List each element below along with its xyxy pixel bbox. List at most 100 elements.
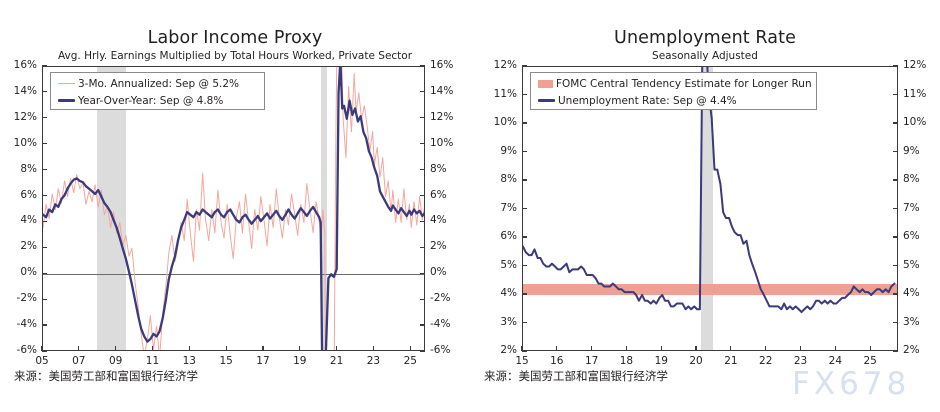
y-tick-lt-3 xyxy=(522,264,527,267)
y-tick-lt-5 xyxy=(522,207,527,210)
y-tick-lt-10 xyxy=(522,65,527,67)
series-line-3-mo-annualized xyxy=(43,67,424,350)
y-tick-rt-5 xyxy=(420,220,425,223)
y-tick-lt-4 xyxy=(522,236,527,238)
y-axis-label-left-8: 10% xyxy=(493,116,517,128)
y-tick-rt-3 xyxy=(420,272,425,274)
source-note-right: 来源：美国劳工部和富国银行经济学 xyxy=(484,369,668,383)
zero-baseline xyxy=(43,274,424,276)
legend-label-fomc: FOMC Central Tendency Estimate for Longe… xyxy=(556,77,812,90)
x-tick-1 xyxy=(78,346,80,351)
y-tick-rt-10 xyxy=(420,91,425,93)
legend-left: 3-Mo. Annualized: Sep @ 5.2% Year-Over-Y… xyxy=(50,72,265,110)
y-axis-label-right-4: 6% xyxy=(903,230,920,242)
y-axis-label-right-0: 2% xyxy=(903,344,920,356)
y-axis-label-left-3: 5% xyxy=(500,258,517,271)
y-axis-label-right-10: 14% xyxy=(430,84,454,97)
x-axis-label-9: 24 xyxy=(828,355,843,367)
fomc-central-tendency-band xyxy=(523,283,897,295)
y-axis-label-left-5: 7% xyxy=(500,201,517,214)
x-axis-label-7: 22 xyxy=(759,355,773,367)
x-axis-label-8: 23 xyxy=(793,355,808,367)
y-axis-label-right-3: 5% xyxy=(903,258,920,271)
y-axis-label-right-10: 12% xyxy=(903,59,927,71)
legend-swatch-unrate-icon xyxy=(538,99,555,102)
y-axis-label-right-6: 6% xyxy=(430,188,447,201)
y-axis-label-right-3: 0% xyxy=(430,266,447,279)
y-tick-rt-7 xyxy=(420,169,425,171)
y-axis-label-right-2: -2% xyxy=(430,292,451,305)
x-axis-label-4: 19 xyxy=(654,355,668,367)
y-tick-rt-3 xyxy=(893,264,898,267)
chart-subtitle-left: Avg. Hrly. Earnings Multiplied by Total … xyxy=(57,50,413,62)
y-axis-label-right-7: 8% xyxy=(430,162,447,175)
y-tick-lt-10 xyxy=(42,91,47,93)
x-tick-6 xyxy=(262,346,264,351)
x-axis-label-2: 09 xyxy=(108,355,123,367)
y-axis-label-left-8: 10% xyxy=(13,136,37,149)
y-axis-label-left-2: 4% xyxy=(500,287,517,299)
legend-swatch-yoy-icon xyxy=(58,99,75,102)
legend-item-3mo: 3-Mo. Annualized: Sep @ 5.2% xyxy=(51,75,264,92)
y-tick-rt-9 xyxy=(893,93,898,96)
y-axis-label-left-0: -6% xyxy=(16,344,37,356)
y-tick-lt-0 xyxy=(522,350,527,352)
legend-swatch-fomc-icon xyxy=(538,79,553,88)
y-axis-label-right-9: 12% xyxy=(430,110,454,123)
plot-clip-left xyxy=(43,67,424,350)
y-axis-label-right-5: 4% xyxy=(430,214,447,227)
y-axis-label-left-7: 9% xyxy=(500,144,517,157)
legend-swatch-3mo-icon xyxy=(58,82,75,85)
y-tick-rt-2 xyxy=(420,298,425,300)
x-axis-label-5: 15 xyxy=(219,355,233,367)
x-axis-label-9: 23 xyxy=(366,355,381,367)
y-axis-label-right-2: 4% xyxy=(903,287,920,299)
x-axis-label-10: 25 xyxy=(403,355,417,367)
y-tick-lt-11 xyxy=(42,65,47,67)
y-axis-label-left-6: 6% xyxy=(20,188,37,201)
panel-unemployment-rate: Unemployment Rate Seasonally Adjusted 2%… xyxy=(470,0,940,412)
y-axis-label-left-10: 12% xyxy=(493,59,517,71)
legend-item-yoy: Year-Over-Year: Sep @ 4.8% xyxy=(51,92,264,109)
plot-area-left xyxy=(42,66,425,351)
y-tick-rt-8 xyxy=(893,122,898,124)
x-axis-label-4: 13 xyxy=(182,355,196,367)
chart-subtitle-right: Seasonally Adjusted xyxy=(652,50,758,62)
x-tick-8 xyxy=(799,346,802,351)
series-line-year-over-year xyxy=(43,67,424,350)
y-tick-rt-11 xyxy=(420,65,425,67)
x-axis-label-3: 18 xyxy=(619,355,634,367)
y-tick-lt-7 xyxy=(42,169,47,171)
x-tick-9 xyxy=(372,346,375,351)
y-axis-label-left-1: -4% xyxy=(16,318,37,331)
y-axis-label-right-4: 2% xyxy=(430,240,447,253)
y-axis-label-right-7: 9% xyxy=(903,144,920,157)
x-axis-label-6: 21 xyxy=(724,355,738,367)
x-axis-label-2: 17 xyxy=(584,355,599,367)
x-tick-3 xyxy=(151,346,154,351)
y-axis-label-left-4: 2% xyxy=(20,240,37,253)
x-tick-7 xyxy=(765,346,767,351)
y-tick-lt-2 xyxy=(42,298,47,300)
y-tick-lt-9 xyxy=(42,117,47,119)
y-tick-rt-7 xyxy=(893,150,898,153)
y-axis-label-right-6: 8% xyxy=(903,173,920,185)
x-tick-0 xyxy=(41,346,43,351)
x-axis-label-10: 25 xyxy=(863,355,877,367)
y-tick-lt-1 xyxy=(42,324,47,326)
x-tick-9 xyxy=(834,346,836,351)
y-tick-lt-4 xyxy=(42,246,47,248)
y-tick-rt-5 xyxy=(893,207,898,210)
x-tick-3 xyxy=(625,346,628,351)
y-tick-lt-6 xyxy=(522,179,527,181)
y-tick-lt-9 xyxy=(522,93,527,96)
y-tick-rt-0 xyxy=(893,350,898,352)
x-axis-label-5: 20 xyxy=(689,355,703,367)
y-axis-label-left-7: 8% xyxy=(20,162,37,175)
y-tick-rt-8 xyxy=(420,143,425,145)
x-tick-2 xyxy=(591,346,593,351)
series-group-left xyxy=(43,67,424,350)
x-tick-2 xyxy=(115,346,117,351)
x-axis-label-0: 15 xyxy=(515,355,529,367)
